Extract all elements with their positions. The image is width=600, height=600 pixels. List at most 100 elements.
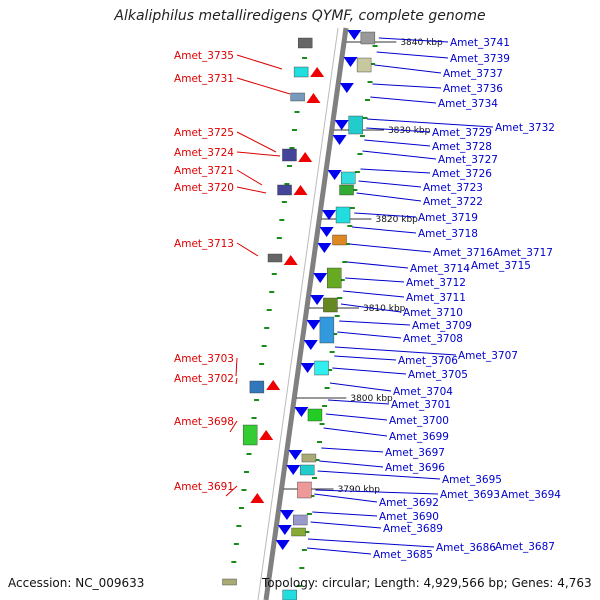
leader-line-right — [356, 192, 422, 202]
gene-box-plus — [297, 481, 312, 499]
leader-line-right — [372, 83, 442, 89]
leader-line-left — [236, 242, 259, 257]
gene-box-plus — [301, 453, 317, 463]
gene-box-minus — [222, 578, 237, 586]
gene-label-right: Amet_3729 — [432, 127, 492, 139]
gene-arrow-minus — [259, 430, 274, 440]
gene-box-minus — [297, 37, 313, 49]
gene-label-right: Amet_3741 — [450, 37, 510, 49]
gene-label-right: Amet_3734 — [438, 98, 498, 110]
gene-label-left: Amet_3731 — [174, 73, 234, 85]
gene-arrow-plus — [343, 57, 358, 67]
gene-label-right: Amet_3701 — [391, 399, 451, 411]
gene-box-plus — [339, 184, 354, 196]
leader-line-right — [332, 367, 407, 375]
gene-arrow-minus — [298, 152, 313, 162]
leader-line-left — [236, 77, 291, 95]
gene-label-right: Amet_3714 — [410, 263, 470, 275]
leader-line-right — [323, 427, 388, 437]
gene-label-right: Amet_3711 — [406, 292, 466, 304]
gene-label-right: Amet_3718 — [418, 228, 478, 240]
gene-label-right: Amet_3694 — [501, 489, 561, 501]
leader-line-right — [347, 261, 409, 269]
gene-label-right: Amet_3737 — [443, 68, 503, 80]
gene-box-plus — [332, 234, 347, 246]
gene-arrow-plus — [319, 227, 334, 237]
gene-label-right: Amet_3709 — [412, 320, 472, 332]
leader-line-right — [306, 547, 372, 555]
gene-arrow-minus — [250, 493, 265, 503]
gene-label-right: Amet_3690 — [379, 511, 439, 523]
gene-box-plus — [319, 316, 335, 344]
gene-arrow-plus — [313, 273, 328, 283]
leader-line-right — [317, 470, 441, 480]
gene-label-right: Amet_3686 — [436, 542, 496, 554]
gene-arrow-plus — [303, 340, 318, 350]
leader-line-right — [376, 51, 449, 59]
leader-line-right — [307, 538, 435, 548]
kbp-label: 3820 kbp — [375, 215, 418, 225]
leader-line-right — [362, 150, 437, 160]
leader-line-right — [314, 493, 378, 503]
gene-label-left: Amet_3735 — [174, 50, 234, 62]
gene-label-right: Amet_3689 — [383, 523, 443, 535]
leader-line-right — [370, 96, 437, 104]
kbp-label: 3840 kbp — [400, 38, 443, 48]
leader-line-right — [354, 212, 417, 218]
gene-label-right: Amet_3692 — [379, 497, 439, 509]
leader-line-right — [310, 521, 382, 529]
gene-arrow-plus — [277, 525, 292, 535]
leader-line-left — [225, 485, 238, 497]
gene-arrow-plus — [275, 540, 290, 550]
gene-arrow-plus — [286, 465, 301, 475]
kbp-label: 3790 kbp — [338, 485, 381, 495]
gene-box-plus — [356, 57, 372, 73]
leader-line-right — [358, 180, 422, 188]
gene-arrow-plus — [339, 83, 354, 93]
gene-label-right: Amet_3699 — [389, 431, 449, 443]
gene-box-plus — [341, 171, 356, 185]
leader-line-right — [328, 399, 390, 405]
gene-label-left: Amet_3703 — [174, 353, 234, 365]
gene-box-minus — [290, 92, 305, 102]
genome-axis — [263, 27, 349, 600]
leader-line-right — [339, 320, 411, 326]
leader-line-right — [315, 489, 439, 495]
gene-arrow-plus — [334, 120, 349, 130]
gene-label-left: Amet_3702 — [174, 373, 234, 385]
gene-box-minus — [249, 380, 265, 394]
leader-line-left — [236, 169, 263, 186]
gene-label-left: Amet_3720 — [174, 182, 234, 194]
gene-arrow-plus — [310, 295, 325, 305]
gene-arrow-plus — [300, 363, 315, 373]
gene-arrow-plus — [317, 243, 332, 253]
gene-label-right: Amet_3723 — [423, 182, 483, 194]
gene-box-plus — [293, 514, 308, 526]
leader-line-right — [321, 447, 384, 453]
gene-label-left: Amet_3691 — [174, 481, 234, 493]
gene-label-right: Amet_3685 — [373, 549, 433, 561]
gene-label-left: Amet_3721 — [174, 165, 234, 177]
gene-label-right: Amet_3700 — [389, 415, 449, 427]
gene-box-plus — [300, 464, 315, 476]
leader-line-right — [360, 168, 431, 174]
gene-label-left: Amet_3725 — [174, 127, 234, 139]
gene-label-left: Amet_3713 — [174, 238, 234, 250]
gene-label-right: Amet_3697 — [385, 447, 445, 459]
leader-line-left — [236, 54, 283, 70]
leader-line-right — [340, 303, 402, 313]
gene-box-plus — [314, 360, 329, 376]
gene-arrow-plus — [347, 30, 362, 40]
leader-line-right — [349, 243, 432, 253]
gene-label-right: Amet_3695 — [442, 474, 502, 486]
leader-line-right — [378, 37, 449, 43]
leader-line-right — [325, 413, 388, 421]
gene-box-plus — [282, 589, 297, 600]
gene-box-plus — [291, 527, 306, 537]
diagram-title: Alkaliphilus metalliredigens QYMF, compl… — [114, 8, 486, 24]
gene-label-right: Amet_3719 — [418, 212, 478, 224]
kbp-label: 3800 kbp — [350, 394, 393, 404]
gene-label-right: Amet_3708 — [403, 333, 463, 345]
gene-arrow-plus — [327, 170, 342, 180]
